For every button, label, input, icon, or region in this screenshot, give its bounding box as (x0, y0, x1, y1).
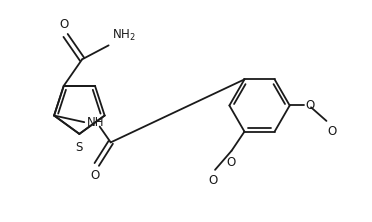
Text: NH$_2$: NH$_2$ (112, 28, 135, 43)
Text: O: O (226, 156, 235, 169)
Text: NH: NH (87, 116, 105, 129)
Text: O: O (209, 174, 218, 186)
Text: O: O (59, 18, 68, 31)
Text: O: O (305, 99, 315, 112)
Text: O: O (90, 169, 100, 182)
Text: O: O (328, 125, 337, 138)
Text: S: S (76, 141, 83, 154)
